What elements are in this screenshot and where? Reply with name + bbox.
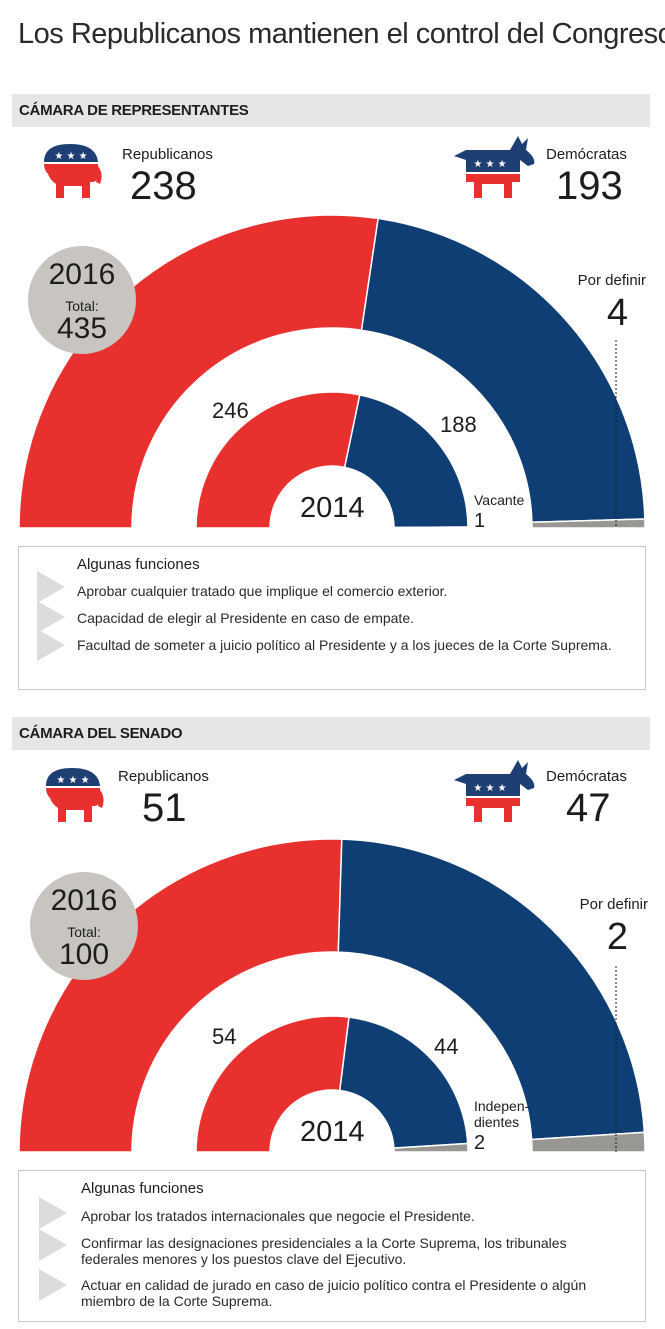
senate-chart-inner-segment-0: [195, 1015, 350, 1153]
house-2016-circle: 2016 Total: 435: [28, 246, 136, 354]
senate-inner-rep: 54: [212, 1024, 237, 1049]
senate-function-item: Aprobar los tratados internacionales que…: [81, 1208, 475, 1224]
senate-inner-other-label-2: dientes: [474, 1114, 520, 1130]
bullet-chevron-icon: [39, 1269, 67, 1301]
house-function-item: Aprobar cualquier tratado que implique e…: [77, 583, 448, 599]
senate-chart-inner-segment-1: [338, 1016, 469, 1149]
svg-text:★ ★ ★: ★ ★ ★: [473, 159, 506, 170]
senate-chart-outer-segment-0: [18, 838, 343, 1153]
senate-function-item: Actuar en calidad de jurado en caso de j…: [81, 1277, 587, 1293]
senate-heading-bar: CÁMARA DEL SENADO: [12, 717, 650, 750]
senate-chart: [18, 838, 646, 1153]
house-functions-title: Algunas funciones: [77, 556, 200, 573]
house-functions-box: Algunas funciones Aprobar cualquier trat…: [18, 546, 646, 690]
bullet-chevron-icon: [37, 571, 65, 603]
house-pending-label: Por definir: [577, 272, 646, 289]
house-function-item: Facultad de someter a juicio político al…: [77, 637, 612, 653]
house-heading-bar: CÁMARA DE REPRESENTANTES: [12, 94, 650, 127]
house-inner-other-value: 1: [474, 510, 486, 532]
elephant-icon: ★ ★ ★: [46, 768, 104, 822]
page-title: Los Republicanos mantienen el control de…: [18, 18, 665, 50]
senate-circle-total-label: Total:: [67, 924, 101, 940]
bullet-chevron-icon: [39, 1229, 67, 1261]
house-inner-dem: 188: [440, 412, 477, 437]
senate-2016-circle: 2016 Total: 100: [30, 872, 138, 980]
bullet-chevron-icon: [37, 629, 65, 661]
svg-text:★ ★ ★: ★ ★ ★: [56, 775, 89, 786]
house-chart: [18, 214, 646, 529]
house-pending-value: 4: [606, 292, 628, 334]
house-heading: CÁMARA DE REPRESENTANTES: [19, 102, 249, 119]
senate-inner-other-label-1: Indepen-: [474, 1098, 530, 1114]
senate-pending-value: 2: [606, 916, 628, 958]
house-dem-label: Demócratas: [546, 146, 627, 163]
senate-dem-label: Demócratas: [546, 768, 627, 785]
senate-rep-value: 51: [142, 786, 187, 830]
house-inner-year: 2014: [300, 492, 365, 524]
senate-circle-total: 100: [58, 938, 110, 971]
svg-text:★ ★ ★: ★ ★ ★: [473, 783, 506, 794]
senate-pending-label: Por definir: [579, 896, 648, 913]
house-inner-other-label: Vacante: [474, 492, 525, 508]
senate-chart-outer-segment-1: [337, 838, 646, 1141]
elephant-icon: ★ ★ ★: [44, 144, 102, 198]
house-dem-value: 193: [556, 164, 623, 208]
house-chart-inner-segment-1: [343, 393, 469, 529]
senate-inner-other-value: 2: [474, 1132, 486, 1154]
senate-functions-box: Algunas funciones Aprobar los tratados i…: [18, 1170, 646, 1322]
senate-inner-year: 2014: [300, 1116, 365, 1148]
house-chart-outer-segment-1: [360, 217, 646, 523]
house-function-item: Capacidad de elegir al Presidente en cas…: [77, 610, 414, 626]
house-chart-inner-segment-0: [195, 391, 361, 529]
house-rep-value: 238: [130, 164, 197, 208]
senate-chart-inner-segment-2: [393, 1142, 469, 1153]
house-circle-year: 2016: [48, 258, 116, 291]
donkey-icon: ★ ★ ★: [454, 760, 535, 822]
house-inner-rep: 246: [212, 398, 249, 423]
senate-function-item: miembro de la Corte Suprema.: [81, 1293, 273, 1309]
donkey-icon: ★ ★ ★: [454, 136, 535, 198]
bullet-chevron-icon: [37, 601, 65, 633]
house-chart-inner-segment-2: [393, 526, 469, 529]
senate-dem-value: 47: [566, 786, 611, 830]
senate-circle-year: 2016: [50, 884, 118, 917]
house-circle-total-label: Total:: [65, 298, 99, 314]
house-rep-label: Republicanos: [122, 146, 213, 163]
senate-rep-label: Republicanos: [118, 768, 209, 785]
senate-chart-outer-segment-2: [530, 1131, 646, 1153]
house-circle-total: 435: [56, 312, 108, 345]
senate-heading: CÁMARA DEL SENADO: [19, 725, 183, 742]
senate-inner-dem: 44: [434, 1034, 459, 1059]
senate-function-item: federales menores y los puestos clave de…: [81, 1251, 407, 1267]
svg-text:★ ★ ★: ★ ★ ★: [54, 151, 87, 162]
senate-function-item: Confirmar las designaciones presidencial…: [81, 1235, 567, 1251]
senate-functions-title: Algunas funciones: [81, 1180, 204, 1197]
house-chart-outer-segment-2: [531, 518, 646, 529]
house-chart-outer-segment-0: [18, 214, 380, 529]
bullet-chevron-icon: [39, 1197, 67, 1229]
